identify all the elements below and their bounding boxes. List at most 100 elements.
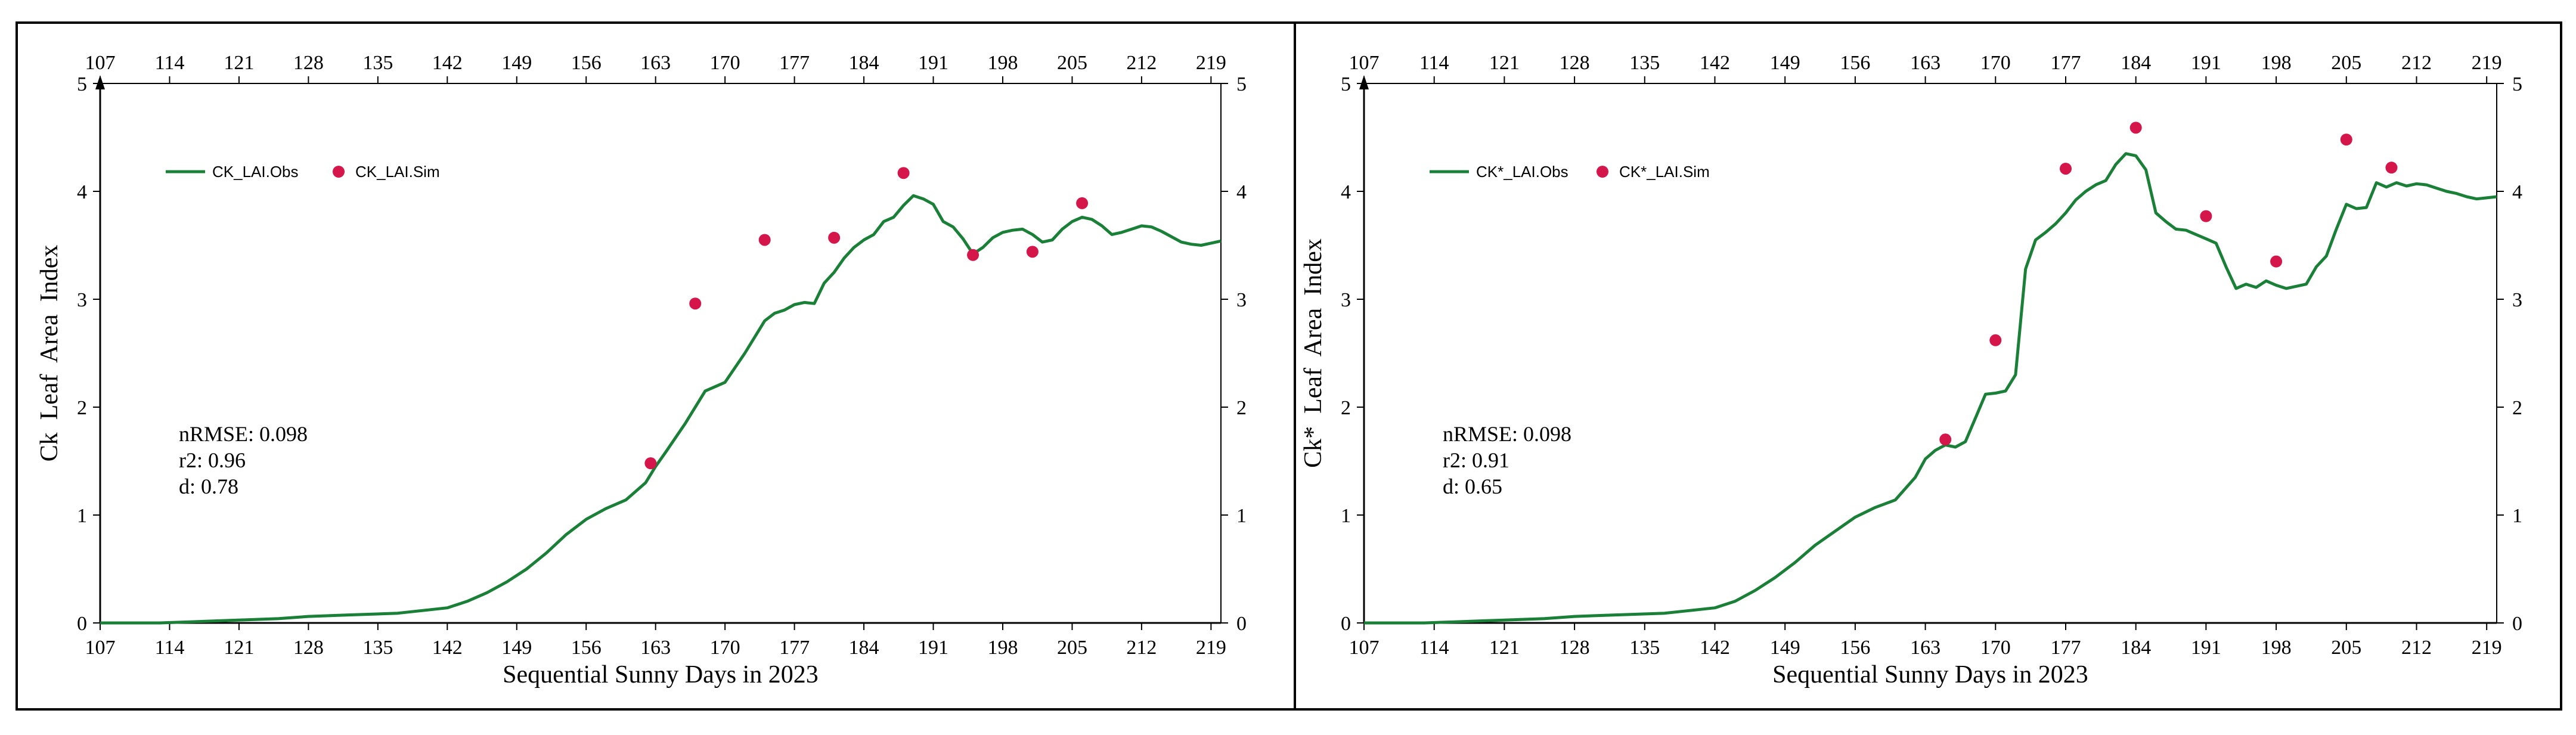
x-tick-label-top: 177 xyxy=(779,52,810,74)
x-tick-label-top: 198 xyxy=(2261,52,2292,74)
x-tick-label-bottom: 149 xyxy=(1770,637,1800,659)
y-tick-label-left: 0 xyxy=(77,613,87,635)
y-tick-label-right: 0 xyxy=(1236,613,1247,635)
x-tick-label-top: 184 xyxy=(849,52,879,74)
y-tick-label-left: 2 xyxy=(77,397,87,419)
series-obs-line xyxy=(1364,152,2497,625)
x-tick-label-top: 149 xyxy=(1770,52,1800,74)
x-axis-title: Sequential Sunny Days in 2023 xyxy=(503,661,819,689)
x-tick-label-top: 135 xyxy=(362,52,393,74)
x-tick-label-bottom: 142 xyxy=(432,637,463,659)
x-tick-label-top: 142 xyxy=(432,52,463,74)
x-tick-label-bottom: 163 xyxy=(640,637,671,659)
x-tick-label-bottom: 212 xyxy=(2401,637,2432,659)
x-tick-label-top: 205 xyxy=(1057,52,1087,74)
series-obs-line xyxy=(100,194,1222,625)
y-tick-label-left: 1 xyxy=(77,505,87,527)
y-tick-label-left: 4 xyxy=(1341,181,1351,203)
series-sim-point xyxy=(2340,134,2352,146)
x-tick-label-top: 163 xyxy=(1910,52,1940,74)
y-tick-label-left: 4 xyxy=(77,181,87,203)
x-tick-label-bottom: 191 xyxy=(2191,637,2221,659)
x-tick-label-bottom: 170 xyxy=(1980,637,2011,659)
x-tick-label-top: 156 xyxy=(1840,52,1870,74)
x-tick-label-bottom: 198 xyxy=(2261,637,2292,659)
legend-sim-label: CK*_LAI.Sim xyxy=(1619,163,1710,181)
x-tick-label-bottom: 205 xyxy=(1057,637,1087,659)
series-sim-point xyxy=(2200,210,2212,222)
series-sim-point xyxy=(2129,122,2142,134)
legend-obs-label: CK_LAI.Obs xyxy=(212,163,299,181)
series-sim-point xyxy=(897,167,910,179)
legend-obs-label: CK*_LAI.Obs xyxy=(1476,163,1568,181)
x-tick-label-top: 107 xyxy=(85,52,116,74)
x-tick-label-bottom: 170 xyxy=(710,637,740,659)
x-tick-label-bottom: 107 xyxy=(85,637,116,659)
panel-border xyxy=(1294,21,2562,711)
x-tick-label-top: 135 xyxy=(1629,52,1660,74)
legend-sim-label: CK_LAI.Sim xyxy=(355,163,440,181)
x-tick-label-top: 212 xyxy=(1126,52,1157,74)
x-tick-label-top: 156 xyxy=(571,52,602,74)
y-tick-label-right: 5 xyxy=(1236,73,1247,95)
series-sim-point xyxy=(1076,197,1089,209)
x-tick-label-bottom: 114 xyxy=(1419,637,1449,659)
x-tick-label-top: 114 xyxy=(1419,52,1449,74)
y-tick-label-left: 3 xyxy=(1341,289,1351,311)
x-tick-label-bottom: 149 xyxy=(501,637,532,659)
series-sim-point xyxy=(2270,255,2283,268)
stat-annotation: r2: 0.91 xyxy=(1443,448,1509,472)
x-tick-label-bottom: 142 xyxy=(1700,637,1730,659)
x-tick-label-bottom: 114 xyxy=(155,637,185,659)
y-tick-label-right: 4 xyxy=(1236,181,1247,203)
y-tick-label-right: 1 xyxy=(2512,505,2522,527)
y-tick-label-left: 2 xyxy=(1341,397,1351,419)
y-tick-label-right: 5 xyxy=(2512,73,2522,95)
x-tick-label-top: 170 xyxy=(1980,52,2011,74)
stat-annotation: nRMSE: 0.098 xyxy=(179,422,308,446)
series-sim-point xyxy=(2059,162,2072,175)
x-tick-label-bottom: 184 xyxy=(2121,637,2151,659)
x-tick-label-bottom: 205 xyxy=(2331,637,2361,659)
series-sim-point xyxy=(1989,334,2002,346)
x-tick-label-bottom: 177 xyxy=(779,637,810,659)
x-tick-label-top: 163 xyxy=(640,52,671,74)
x-axis-title: Sequential Sunny Days in 2023 xyxy=(1772,661,2088,689)
y-tick-label-left: 1 xyxy=(1341,505,1351,527)
x-tick-label-top: 142 xyxy=(1700,52,1730,74)
stat-annotation: nRMSE: 0.098 xyxy=(1443,422,1571,446)
x-tick-label-top: 212 xyxy=(2401,52,2432,74)
x-tick-label-bottom: 156 xyxy=(571,637,602,659)
legend-sim-swatch xyxy=(1597,166,1608,178)
x-tick-label-top: 184 xyxy=(2121,52,2151,74)
x-tick-label-top: 121 xyxy=(1489,52,1520,74)
series-sim-point xyxy=(689,297,702,310)
series-sim-point xyxy=(758,234,771,246)
series-sim-point xyxy=(828,231,841,244)
x-tick-label-top: 191 xyxy=(2191,52,2221,74)
chart-panel-ck-star: 1071071141141211211281281351351421421491… xyxy=(1294,21,2562,711)
chart-panel-ck: 1071071141141211211281281351351421421491… xyxy=(16,21,1296,711)
x-tick-label-bottom: 121 xyxy=(1489,637,1520,659)
y-tick-label-left: 5 xyxy=(77,73,87,95)
y-tick-label-right: 0 xyxy=(2512,613,2522,635)
x-tick-label-top: 121 xyxy=(224,52,254,74)
y-tick-label-left: 5 xyxy=(1341,73,1351,95)
x-tick-label-bottom: 156 xyxy=(1840,637,1870,659)
stat-annotation: d: 0.65 xyxy=(1443,475,1502,498)
stat-annotation: r2: 0.96 xyxy=(179,448,246,472)
x-tick-label-bottom: 219 xyxy=(2472,637,2502,659)
y-tick-label-right: 2 xyxy=(2512,397,2522,419)
x-tick-label-top: 114 xyxy=(155,52,185,74)
series-sim-point xyxy=(1939,433,1952,446)
y-tick-label-right: 3 xyxy=(2512,289,2522,311)
y-tick-label-right: 2 xyxy=(1236,397,1247,419)
x-tick-label-bottom: 219 xyxy=(1196,637,1226,659)
x-tick-label-top: 219 xyxy=(2472,52,2502,74)
x-tick-label-bottom: 163 xyxy=(1910,637,1940,659)
y-tick-label-left: 3 xyxy=(77,289,87,311)
stat-annotation: d: 0.78 xyxy=(179,475,238,498)
x-tick-label-top: 128 xyxy=(293,52,324,74)
